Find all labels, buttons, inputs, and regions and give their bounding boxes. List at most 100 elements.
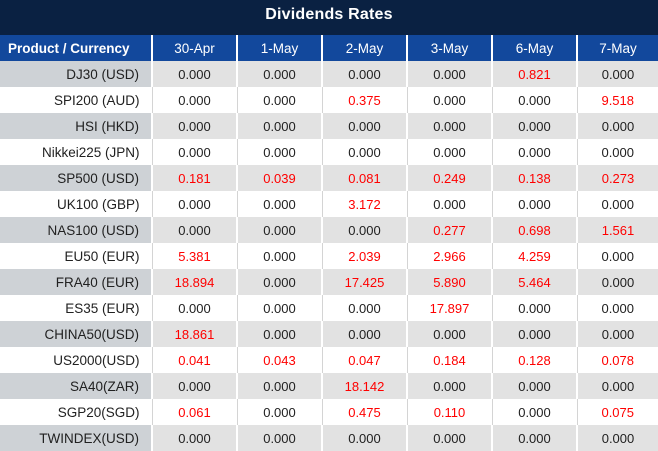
rate-cell: 0.000 (577, 295, 658, 321)
table-row: US2000(USD) 0.041 0.043 0.047 0.184 0.128 0.07… (0, 347, 658, 373)
rate-cell: 0.000 (492, 139, 578, 165)
product-cell: NAS100 (USD) (0, 217, 153, 243)
rate-cell: 18.142 (322, 373, 408, 399)
rate-cell: 0.000 (322, 295, 408, 321)
product-cell: SP500 (USD) (0, 165, 153, 191)
rate-cell: 0.000 (237, 217, 323, 243)
table-row: NAS100 (USD) 0.000 0.000 0.000 0.277 0.698 1.5… (0, 217, 658, 243)
rate-cell: 0.000 (492, 399, 578, 425)
product-cell: FRA40 (EUR) (0, 269, 153, 295)
product-cell: SA40(ZAR) (0, 373, 153, 399)
rate-cell: 0.000 (237, 399, 323, 425)
rate-cell: 0.000 (407, 373, 493, 399)
column-header-1-may: 1-May (237, 35, 323, 61)
rate-cell: 0.000 (577, 139, 658, 165)
column-header-6-may: 6-May (492, 35, 578, 61)
rate-cell: 0.000 (407, 321, 493, 347)
rate-cell: 0.000 (407, 191, 493, 217)
product-cell: SPI200 (AUD) (0, 87, 153, 113)
table-row: SP500 (USD) 0.181 0.039 0.081 0.249 0.138 0.27… (0, 165, 658, 191)
rate-cell: 0.000 (152, 373, 238, 399)
product-cell: Nikkei225 (JPN) (0, 139, 153, 165)
product-cell: ES35 (EUR) (0, 295, 153, 321)
rate-cell: 0.000 (577, 269, 658, 295)
table-row: SPI200 (AUD) 0.000 0.000 0.375 0.000 0.000 9.5… (0, 87, 658, 113)
rate-cell: 0.000 (152, 217, 238, 243)
rate-cell: 0.000 (152, 425, 238, 451)
rate-cell: 0.000 (237, 321, 323, 347)
table-row: Nikkei225 (JPN) 0.000 0.000 0.000 0.000 0.000… (0, 139, 658, 165)
rate-cell: 0.000 (237, 191, 323, 217)
table-row: HSI (HKD) 0.000 0.000 0.000 0.000 0.000 0.000 (0, 113, 658, 139)
table-header: Product / Currency 30-Apr 1-May 2-May 3-… (0, 35, 658, 61)
page-title: Dividends Rates (265, 6, 393, 23)
rate-cell: 3.172 (322, 191, 408, 217)
product-cell: EU50 (EUR) (0, 243, 153, 269)
rate-cell: 0.000 (237, 269, 323, 295)
rate-cell: 0.000 (237, 113, 323, 139)
rate-cell: 0.000 (407, 61, 493, 87)
rate-cell: 0.000 (237, 87, 323, 113)
rate-cell: 0.075 (577, 399, 658, 425)
column-header-30-apr: 30-Apr (152, 35, 238, 61)
rate-cell: 0.000 (492, 113, 578, 139)
rate-cell: 0.078 (577, 347, 658, 373)
rate-cell: 0.277 (407, 217, 493, 243)
rate-cell: 0.000 (492, 321, 578, 347)
product-cell: UK100 (GBP) (0, 191, 153, 217)
column-header-product-currency: Product / Currency (0, 35, 153, 61)
rate-cell: 0.000 (577, 61, 658, 87)
dividends-table: Product / Currency 30-Apr 1-May 2-May 3-… (0, 35, 658, 451)
rate-cell: 0.000 (237, 373, 323, 399)
table-row: CHINA50(USD) 18.861 0.000 0.000 0.000 0.000 0.… (0, 321, 658, 347)
rate-cell: 0.000 (577, 321, 658, 347)
rate-cell: 0.110 (407, 399, 493, 425)
rate-cell: 0.000 (237, 295, 323, 321)
product-cell: HSI (HKD) (0, 113, 153, 139)
rate-cell: 0.475 (322, 399, 408, 425)
column-header-3-may: 3-May (407, 35, 493, 61)
rate-cell: 0.000 (322, 217, 408, 243)
rate-cell: 0.000 (152, 113, 238, 139)
rate-cell: 0.000 (577, 191, 658, 217)
rate-cell: 0.000 (322, 61, 408, 87)
rate-cell: 5.464 (492, 269, 578, 295)
rate-cell: 0.000 (577, 243, 658, 269)
rate-cell: 0.047 (322, 347, 408, 373)
rate-cell: 0.000 (322, 139, 408, 165)
rate-cell: 0.000 (492, 295, 578, 321)
rate-cell: 0.000 (237, 61, 323, 87)
rate-cell: 0.000 (492, 87, 578, 113)
rate-cell: 0.000 (237, 425, 323, 451)
column-header-2-may: 2-May (322, 35, 408, 61)
table-header-row: Product / Currency 30-Apr 1-May 2-May 3-… (0, 35, 658, 61)
rate-cell: 0.000 (322, 113, 408, 139)
table-row: TWINDEX(USD) 0.000 0.000 0.000 0.000 0.000 0.0… (0, 425, 658, 451)
rate-cell: 0.000 (152, 139, 238, 165)
rate-cell: 4.259 (492, 243, 578, 269)
rate-cell: 0.128 (492, 347, 578, 373)
rate-cell: 0.000 (492, 191, 578, 217)
rate-cell: 5.890 (407, 269, 493, 295)
rate-cell: 0.000 (407, 113, 493, 139)
rate-cell: 0.821 (492, 61, 578, 87)
product-cell: TWINDEX(USD) (0, 425, 153, 451)
rate-cell: 0.000 (322, 321, 408, 347)
rate-cell: 0.000 (492, 373, 578, 399)
rate-cell: 0.061 (152, 399, 238, 425)
rate-cell: 0.000 (407, 139, 493, 165)
rate-cell: 0.081 (322, 165, 408, 191)
rate-cell: 1.561 (577, 217, 658, 243)
rate-cell: 0.043 (237, 347, 323, 373)
product-cell: CHINA50(USD) (0, 321, 153, 347)
table-row: DJ30 (USD) 0.000 0.000 0.000 0.000 0.821 0.000 (0, 61, 658, 87)
rate-cell: 0.375 (322, 87, 408, 113)
rate-cell: 0.249 (407, 165, 493, 191)
rate-cell: 0.041 (152, 347, 238, 373)
rate-cell: 0.039 (237, 165, 323, 191)
rate-cell: 0.000 (407, 87, 493, 113)
rate-cell: 0.184 (407, 347, 493, 373)
table-row: SGP20(SGD) 0.061 0.000 0.475 0.110 0.000 0.075 (0, 399, 658, 425)
rate-cell: 0.698 (492, 217, 578, 243)
